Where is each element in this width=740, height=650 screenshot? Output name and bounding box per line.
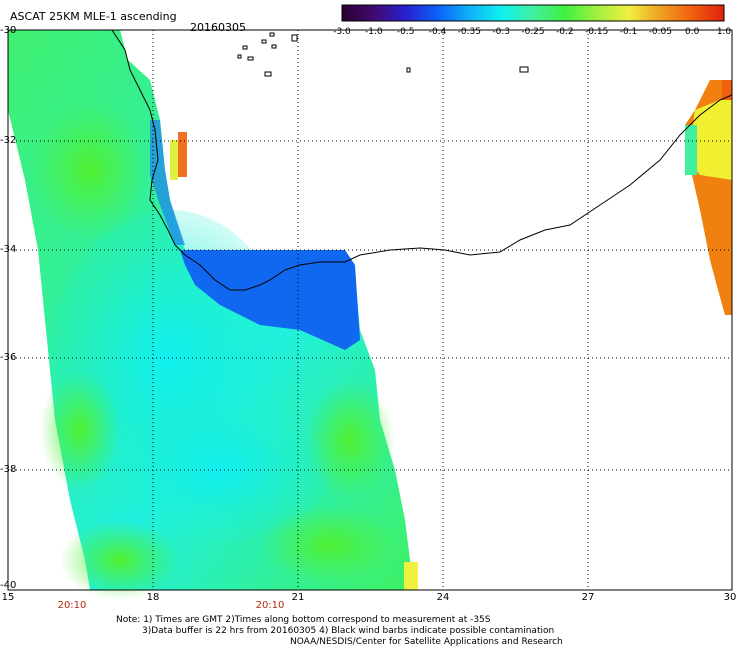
map-date: 20160305 [190,21,246,34]
lon-label-15: 15 [1,592,15,603]
swath-green-north [30,100,150,240]
colorbar-tick: -0.5 [396,27,415,37]
colorbar [341,4,725,22]
note-line-1: Note: 1) Times are GMT 2)Times along bot… [116,615,491,625]
colorbar-tick: -0.15 [585,27,609,37]
map-frame [7,29,733,591]
colorbar-ramp [341,4,725,22]
coastline [111,29,733,291]
swath-green-southwest [60,520,180,600]
swath-right-orange-top [722,80,732,100]
swath-green-southeast [260,505,400,585]
colorbar-tick: 0.0 [684,27,700,37]
colorbar-tick: 1.0 [716,27,732,37]
lon-label-21: 21 [291,592,305,603]
islands [237,32,529,77]
colorbar-tick: -0.4 [428,27,447,37]
lon-label-30: 30 [723,592,737,603]
swath-orange-patch [178,132,187,177]
lon-label-18: 18 [146,592,160,603]
note-line-2: 3)Data buffer is 22 hrs from 20160305 4)… [142,626,555,636]
note-line-3: NOAA/NESDIS/Center for Satellite Applica… [290,637,563,647]
lat-label-36: -36 [0,352,17,363]
lat-label-32: -32 [0,135,17,146]
lat-label-38: -38 [0,464,17,475]
colorbar-tick: -0.3 [492,27,510,37]
swath-blue-bay [180,250,360,350]
lat-lon-grid [8,30,732,590]
lon-label-27: 27 [581,592,595,603]
lat-label-30: -30 [0,25,17,36]
lat-label-40: -40 [0,580,17,591]
swath-right [685,80,732,315]
swath-green-west [40,370,120,490]
colorbar-tick: -0.25 [521,27,545,37]
time-label-west: 20:10 [57,600,87,611]
swath-left [8,30,418,600]
swath-yellow-south [404,562,418,590]
colorbar-tick: -0.1 [619,27,638,37]
colorbar-tick: -0.2 [556,27,574,37]
swath-green-east [305,380,395,500]
swath-yellow-patch [170,140,178,180]
map-title: ASCAT 25KM MLE-1 ascending [10,10,177,23]
lon-label-24: 24 [436,592,450,603]
swath-blue-coast [150,120,185,245]
lat-label-34: -34 [0,244,17,255]
swath-right-green [685,125,697,175]
colorbar-tick: -0.35 [457,27,481,37]
colorbar-tick: -1.0 [365,27,383,37]
colorbar-tick: -0.05 [648,27,672,37]
colorbar-tick: -3.0 [333,27,351,37]
time-label-central: 20:10 [255,600,285,611]
